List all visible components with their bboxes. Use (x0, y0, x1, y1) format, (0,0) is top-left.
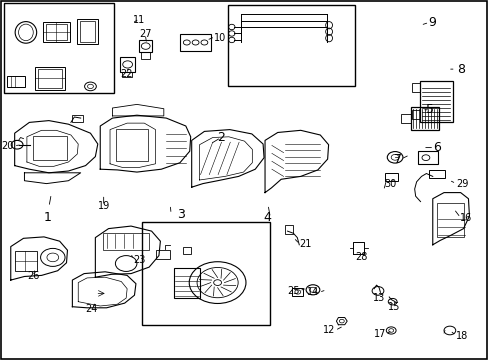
Bar (7, 76, 25, 87)
Text: 19: 19 (97, 201, 110, 211)
Text: 15: 15 (386, 302, 399, 312)
Bar (33, 136, 67, 160)
Bar (15, 251, 37, 271)
Bar (292, 288, 303, 296)
Text: 21: 21 (299, 239, 311, 249)
Bar (419, 81, 452, 122)
Text: 26: 26 (27, 271, 40, 282)
Text: 5: 5 (426, 103, 433, 116)
Text: 3: 3 (177, 208, 185, 221)
Bar (141, 52, 149, 59)
Text: 17: 17 (373, 329, 386, 339)
Text: 24: 24 (85, 304, 98, 314)
Bar (411, 110, 419, 119)
Bar (43, 22, 70, 42)
Bar (417, 151, 437, 164)
Text: 23: 23 (133, 255, 145, 265)
Bar (180, 34, 210, 51)
Text: 22: 22 (120, 69, 132, 79)
Bar (228, 5, 354, 86)
Text: 27: 27 (139, 29, 151, 39)
Bar (385, 173, 397, 181)
Bar (173, 268, 200, 298)
Bar (183, 247, 190, 254)
Text: 30: 30 (383, 179, 396, 189)
Text: 14: 14 (306, 287, 319, 297)
Bar (400, 114, 410, 123)
Bar (35, 67, 64, 90)
Text: 1: 1 (44, 211, 52, 224)
Bar (46, 24, 67, 40)
Bar (80, 21, 95, 42)
Bar (139, 40, 152, 52)
Bar (38, 69, 61, 88)
Text: 7: 7 (393, 153, 401, 166)
Text: 12: 12 (323, 325, 335, 336)
Text: 20: 20 (1, 141, 14, 151)
Text: 9: 9 (427, 16, 435, 29)
Bar (122, 72, 132, 77)
Text: 13: 13 (372, 293, 385, 303)
Text: 10: 10 (213, 33, 225, 43)
Text: 11: 11 (133, 15, 145, 25)
Text: 29: 29 (455, 179, 468, 189)
Text: 4: 4 (263, 211, 271, 224)
Text: 6: 6 (432, 141, 440, 154)
Bar (156, 250, 170, 259)
Bar (436, 203, 463, 237)
Bar (72, 115, 83, 122)
Bar (116, 129, 148, 161)
Bar (4, 3, 114, 93)
Text: 2: 2 (217, 131, 225, 144)
Bar (102, 233, 149, 250)
Text: 16: 16 (459, 213, 471, 223)
Bar (142, 222, 269, 325)
Bar (411, 83, 419, 92)
Bar (410, 107, 438, 130)
Text: 25: 25 (286, 286, 299, 296)
Text: 18: 18 (455, 330, 467, 341)
Text: 8: 8 (456, 63, 464, 76)
Bar (428, 170, 444, 178)
Bar (120, 57, 135, 72)
Text: 28: 28 (355, 252, 367, 262)
Bar (284, 225, 293, 234)
Bar (77, 19, 98, 44)
